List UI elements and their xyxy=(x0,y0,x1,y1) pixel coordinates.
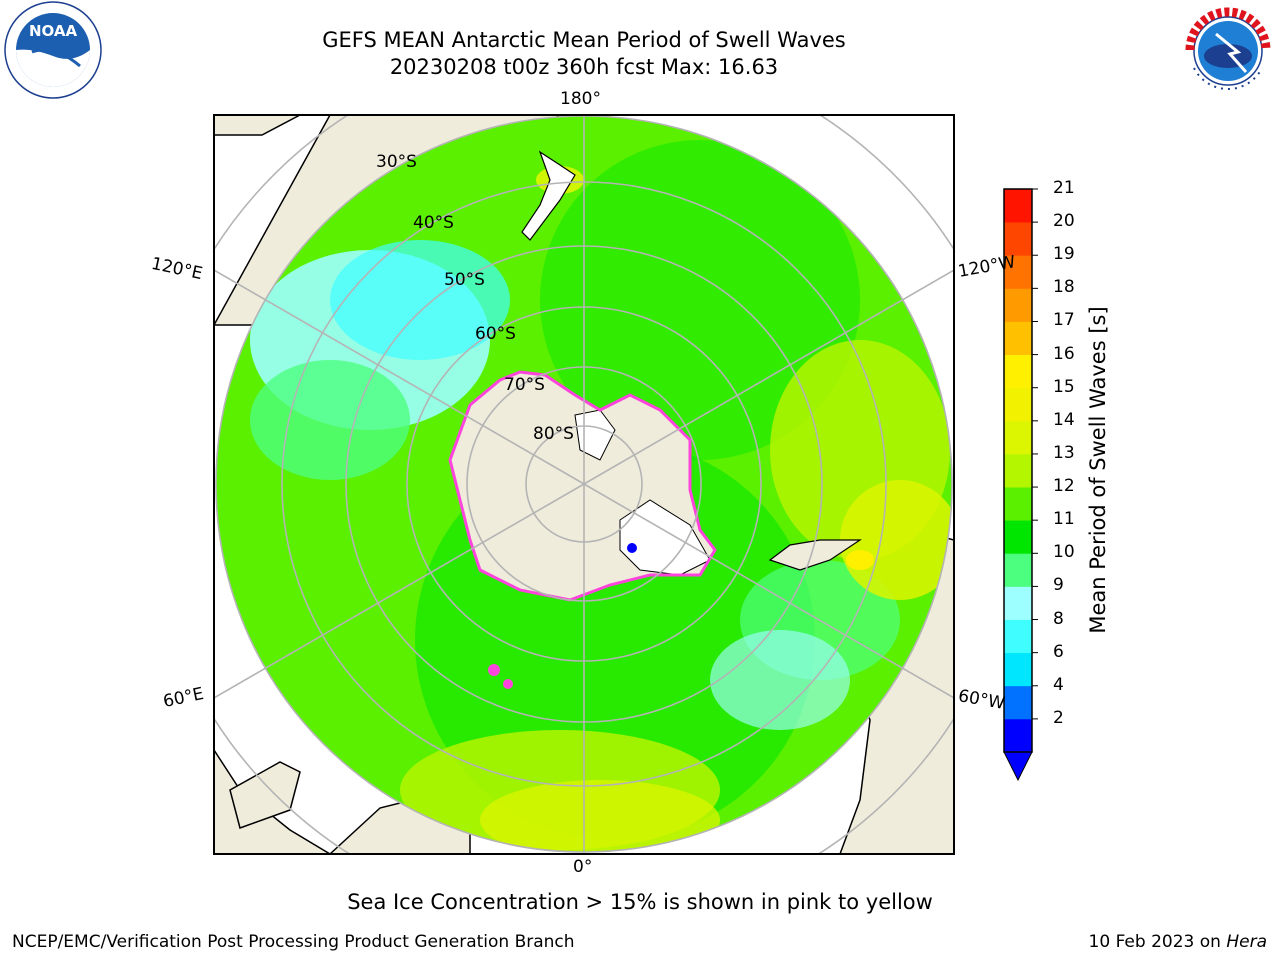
footer-date: 10 Feb 2023 on Hera xyxy=(1089,932,1267,952)
colorbar-bin xyxy=(1004,189,1032,223)
colorbar-bin xyxy=(1004,453,1032,488)
footer-host: Hera xyxy=(1226,932,1267,952)
colorbar-tick-label: 16 xyxy=(1053,343,1075,364)
colorbar-bin xyxy=(1004,222,1032,256)
colorbar-bin xyxy=(1004,487,1032,521)
lat-label-60s: 60°S xyxy=(475,324,516,344)
colorbar-tick-label: 18 xyxy=(1053,277,1075,298)
lat-label-30s: 30°S xyxy=(376,152,417,172)
noaa-logo: NOAA xyxy=(4,1,102,99)
lat-label-80s: 80°S xyxy=(533,424,574,444)
lon-label-180: 180° xyxy=(560,89,601,109)
map-frame xyxy=(213,114,955,855)
colorbar-bin xyxy=(1004,586,1032,620)
lat-label-40s: 40°S xyxy=(413,213,454,233)
colorbar-bin xyxy=(1004,255,1032,289)
weddell-ice-shelf xyxy=(619,499,711,576)
colorbar-bin xyxy=(1004,685,1032,720)
colorbar-tick-label: 8 xyxy=(1053,608,1064,629)
colorbar-tick-label: 14 xyxy=(1053,409,1075,430)
colorbar-tick-label: 13 xyxy=(1053,442,1075,463)
colorbar-tick-label: 6 xyxy=(1053,641,1064,662)
colorbar-tick-label: 20 xyxy=(1053,211,1075,232)
footer-date-text: 10 Feb 2023 on xyxy=(1088,932,1221,952)
colorbar-tick-label: 21 xyxy=(1053,178,1075,198)
colorbar-tick-label: 17 xyxy=(1053,310,1075,331)
lat-label-70s: 70°S xyxy=(504,375,545,395)
colorbar-tick-label: 12 xyxy=(1053,476,1075,497)
nws-logo xyxy=(1180,3,1276,99)
colorbar-bin xyxy=(1004,354,1032,389)
colorbar-bin xyxy=(1004,288,1032,322)
lon-label-0: 0° xyxy=(573,857,593,877)
colorbar-tick-label: 9 xyxy=(1053,575,1064,596)
colorbar-tick-label: 10 xyxy=(1053,542,1075,563)
colorbar-tick-label: 19 xyxy=(1053,244,1075,265)
sea-ice-note: Sea Ice Concentration > 15% is shown in … xyxy=(347,890,933,914)
colorbar-extend-min xyxy=(1003,751,1033,782)
ross-ice-shelf xyxy=(574,409,616,461)
new-zealand xyxy=(521,150,576,241)
colorbar-bin xyxy=(1004,420,1032,455)
plot-title: GEFS MEAN Antarctic Mean Period of Swell… xyxy=(322,28,846,52)
colorbar-bin xyxy=(1004,520,1032,554)
noaa-logo-text: NOAA xyxy=(29,22,78,40)
footer-credit: NCEP/EMC/Verification Post Processing Pr… xyxy=(12,932,575,952)
colorbar-tick-label: 15 xyxy=(1053,376,1075,397)
south-america xyxy=(768,539,862,571)
colorbar-bin xyxy=(1004,619,1032,654)
lat-label-50s: 50°S xyxy=(444,270,485,290)
colorbar-frame xyxy=(1003,188,1033,753)
colorbar-bin xyxy=(1004,553,1032,587)
plot-subtitle: 20230208 t00z 360h fcst Max: 16.63 xyxy=(389,55,779,79)
colorbar-tick-label: 4 xyxy=(1053,674,1064,695)
colorbar xyxy=(1003,188,1038,782)
colorbar-label: Mean Period of Swell Waves [s] xyxy=(1086,306,1110,634)
colorbar-bin xyxy=(1004,718,1032,753)
colorbar-tick-label: 11 xyxy=(1053,509,1075,530)
colorbar-bin xyxy=(1004,652,1032,687)
sea-ice-edge xyxy=(448,370,717,602)
colorbar-bin xyxy=(1004,321,1032,355)
colorbar-bin xyxy=(1004,387,1032,422)
colorbar-tick-label: 2 xyxy=(1053,707,1064,728)
